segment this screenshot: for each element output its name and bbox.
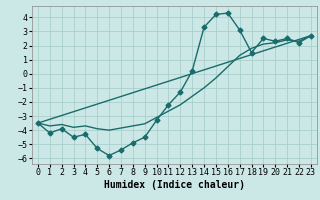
X-axis label: Humidex (Indice chaleur): Humidex (Indice chaleur) [104,180,245,190]
